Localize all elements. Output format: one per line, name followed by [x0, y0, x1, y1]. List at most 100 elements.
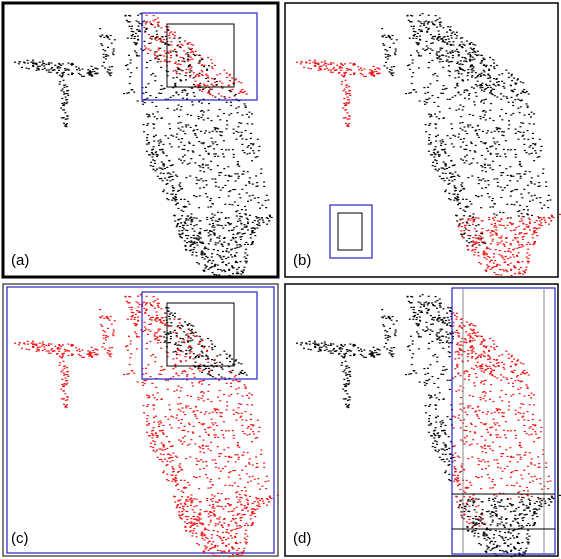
- point: [207, 109, 210, 111]
- point: [193, 241, 196, 243]
- point: [163, 331, 166, 333]
- point: [503, 270, 506, 272]
- point: [169, 461, 172, 463]
- point: [109, 34, 112, 37]
- point: [91, 352, 94, 354]
- point: [349, 94, 352, 96]
- point: [472, 330, 475, 332]
- point: [460, 230, 463, 232]
- point: [363, 68, 366, 70]
- point: [222, 434, 224, 436]
- point: [180, 361, 183, 363]
- point: [265, 194, 268, 196]
- point: [437, 154, 440, 156]
- point: [221, 468, 224, 470]
- point: [210, 498, 212, 500]
- point: [490, 91, 492, 93]
- point: [317, 350, 320, 352]
- point: [229, 371, 232, 373]
- point: [66, 382, 69, 384]
- point: [110, 42, 113, 44]
- point: [452, 325, 455, 327]
- point: [239, 501, 242, 503]
- point: [36, 346, 39, 348]
- point: [434, 72, 437, 75]
- point: [240, 131, 243, 133]
- point: [487, 229, 490, 231]
- point: [445, 50, 448, 52]
- point: [241, 430, 244, 433]
- point: [241, 454, 244, 456]
- point: [242, 373, 245, 375]
- point: [483, 254, 486, 256]
- point: [383, 44, 386, 46]
- point: [192, 325, 195, 327]
- point: [485, 368, 488, 371]
- point: [105, 315, 108, 317]
- point: [178, 326, 181, 329]
- point: [230, 229, 233, 231]
- point: [218, 499, 221, 501]
- selection-box: [329, 204, 373, 259]
- point: [390, 319, 393, 321]
- point: [202, 180, 205, 182]
- point: [433, 35, 436, 38]
- point: [186, 324, 189, 326]
- point: [174, 84, 177, 86]
- point: [187, 341, 190, 343]
- point: [67, 370, 70, 373]
- point: [211, 130, 214, 132]
- point: [463, 230, 466, 232]
- point: [500, 224, 503, 226]
- point: [408, 64, 411, 66]
- point: [191, 368, 193, 370]
- point: [178, 511, 181, 513]
- point: [210, 547, 212, 549]
- point: [529, 229, 531, 231]
- point: [199, 340, 202, 342]
- point: [489, 56, 492, 59]
- point: [173, 318, 176, 320]
- point: [96, 349, 99, 351]
- point: [230, 504, 233, 506]
- point: [214, 462, 217, 464]
- point: [344, 91, 347, 93]
- point: [481, 241, 483, 243]
- point: [447, 346, 450, 348]
- point: [246, 394, 248, 396]
- point: [487, 266, 490, 268]
- point: [143, 131, 146, 133]
- point: [140, 48, 143, 50]
- point: [490, 374, 493, 376]
- point: [543, 219, 546, 221]
- point: [189, 51, 192, 54]
- point: [25, 67, 28, 69]
- point: [177, 375, 180, 377]
- point: [542, 217, 545, 219]
- point: [237, 232, 239, 234]
- point: [168, 37, 171, 39]
- point: [134, 32, 137, 34]
- point: [177, 94, 180, 96]
- point: [465, 206, 468, 208]
- point: [176, 389, 178, 391]
- point: [232, 510, 235, 512]
- point: [439, 140, 442, 142]
- point: [416, 32, 419, 34]
- point: [477, 237, 480, 239]
- point: [207, 261, 209, 263]
- point: [198, 62, 201, 64]
- point: [192, 425, 195, 427]
- point: [159, 54, 161, 56]
- point: [207, 232, 210, 234]
- point: [171, 175, 174, 177]
- point: [394, 329, 397, 331]
- point: [241, 424, 244, 426]
- point: [427, 295, 430, 297]
- point: [191, 254, 194, 256]
- point: [268, 501, 270, 503]
- point: [207, 152, 210, 154]
- point: [215, 555, 218, 557]
- point: [480, 236, 482, 238]
- point: [175, 335, 178, 337]
